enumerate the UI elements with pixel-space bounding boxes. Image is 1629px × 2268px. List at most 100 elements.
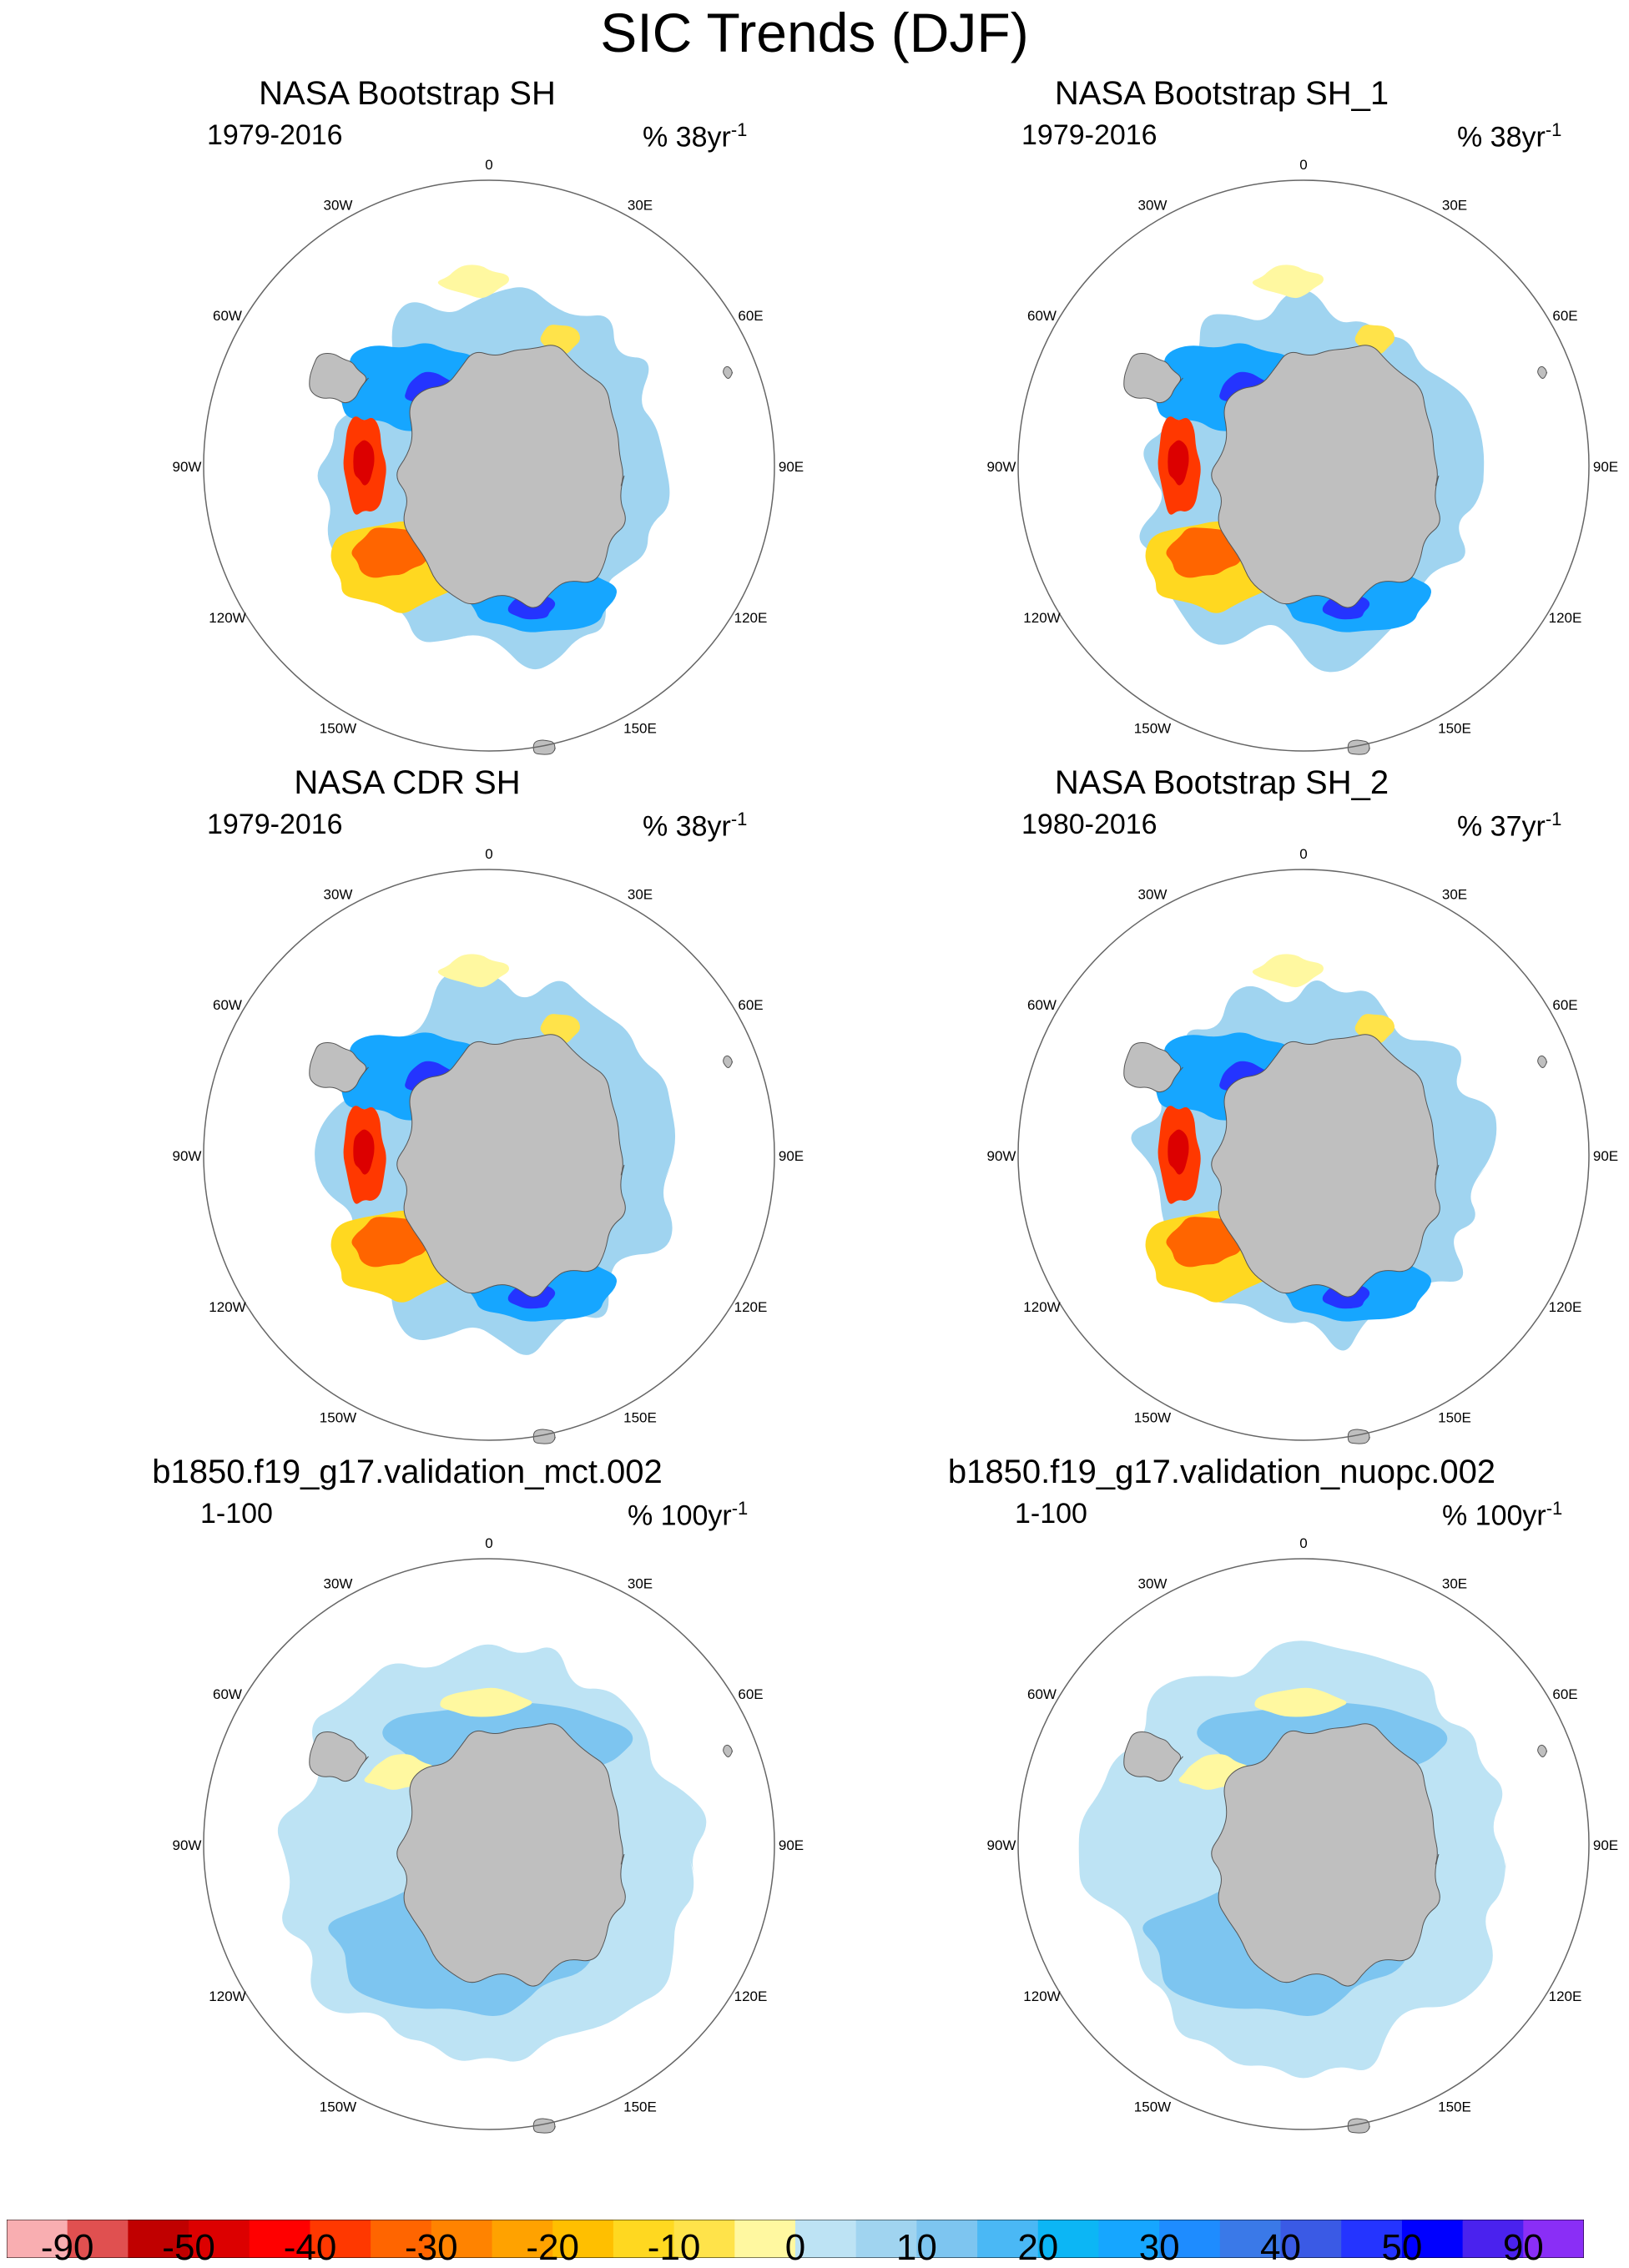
map-panel: 030E60E90E120E150E180150W120W90W60W30WNA… bbox=[814, 68, 1629, 758]
longitude-label: 60E bbox=[1552, 1686, 1577, 1702]
longitude-label: 150W bbox=[1134, 1410, 1171, 1426]
longitude-label: 150W bbox=[320, 721, 356, 737]
time-period: 1979-2016 bbox=[207, 119, 343, 151]
colorbar-swatch bbox=[7, 2220, 68, 2258]
longitude-label: 120E bbox=[734, 1988, 768, 2004]
colorbar-swatch bbox=[1401, 2220, 1464, 2258]
colorbar-swatch bbox=[1280, 2220, 1342, 2258]
longitude-label: 30E bbox=[1442, 1576, 1467, 1592]
time-period: 1980-2016 bbox=[1021, 809, 1157, 840]
longitude-label: 120W bbox=[209, 1299, 245, 1315]
colorbar-label: 30 bbox=[1138, 2227, 1180, 2268]
colorbar-swatch bbox=[492, 2220, 553, 2258]
colorbar-swatch bbox=[310, 2220, 371, 2258]
colorbar-swatch bbox=[1341, 2220, 1403, 2258]
colorbar-label: 0 bbox=[784, 2227, 806, 2268]
colorbar-swatch bbox=[189, 2220, 250, 2258]
panel-title: b1850.f19_g17.validation_nuopc.002 bbox=[947, 1454, 1496, 1490]
trend-units: % 100yr-1 bbox=[628, 1498, 749, 1532]
colorbar-swatch bbox=[613, 2220, 675, 2258]
longitude-label: 60W bbox=[1027, 997, 1057, 1013]
colorbar-swatch bbox=[552, 2220, 614, 2258]
longitude-label: 0 bbox=[485, 1535, 492, 1551]
time-period: 1-100 bbox=[200, 1498, 273, 1530]
polar-map: 030E60E90E120E150E180150W120W90W60W30W bbox=[987, 1535, 1618, 2134]
longitude-label: 120W bbox=[209, 610, 245, 626]
longitude-label: 120W bbox=[1023, 610, 1060, 626]
time-period: 1979-2016 bbox=[1021, 119, 1157, 151]
polar-map: 030E60E90E120E150E180150W120W90W60W30W bbox=[173, 1535, 804, 2134]
trend-units: % 38yr-1 bbox=[643, 119, 748, 154]
longitude-label: 30W bbox=[1138, 1576, 1168, 1592]
panel-title: NASA CDR SH bbox=[294, 764, 521, 801]
longitude-label: 150E bbox=[1438, 721, 1471, 737]
longitude-label: 30E bbox=[628, 887, 653, 903]
colorbar-swatch bbox=[371, 2220, 432, 2258]
longitude-label: 120W bbox=[1023, 1299, 1060, 1315]
longitude-label: 30E bbox=[1442, 198, 1467, 214]
colorbar-swatch bbox=[795, 2220, 857, 2258]
colorbar-swatch bbox=[1462, 2220, 1524, 2258]
panel-title: NASA Bootstrap SH bbox=[259, 75, 556, 112]
longitude-label: 90W bbox=[987, 459, 1016, 475]
polar-map: 030E60E90E120E150E180150W120W90W60W30W bbox=[987, 846, 1618, 1444]
longitude-label: 60W bbox=[1027, 1686, 1057, 1702]
time-period: 1979-2016 bbox=[207, 809, 343, 840]
longitude-label: 150E bbox=[1438, 1410, 1471, 1426]
longitude-label: 60E bbox=[738, 997, 763, 1013]
colorbar-swatch bbox=[1523, 2220, 1584, 2258]
map-panel: 030E60E90E120E150E180150W120W90W60W30WNA… bbox=[814, 758, 1629, 1447]
antarctica-landmass bbox=[396, 345, 626, 608]
colorbar-swatch bbox=[916, 2220, 978, 2258]
trend-units: % 38yr-1 bbox=[1457, 119, 1562, 154]
colorbar-swatch bbox=[128, 2220, 189, 2258]
colorbar-label: -90 bbox=[40, 2227, 94, 2268]
map-boundary bbox=[203, 179, 775, 752]
longitude-label: 30W bbox=[1138, 198, 1168, 214]
longitude-label: 120E bbox=[1549, 610, 1582, 626]
antarctica-landmass bbox=[396, 1723, 626, 1987]
colorbar-swatch bbox=[855, 2220, 917, 2258]
polar-map: 030E60E90E120E150E180150W120W90W60W30W bbox=[173, 846, 804, 1444]
longitude-label: 30E bbox=[1442, 887, 1467, 903]
longitude-label: 60E bbox=[738, 308, 763, 324]
longitude-label: 0 bbox=[1299, 1535, 1307, 1551]
longitude-label: 90E bbox=[1593, 459, 1618, 475]
longitude-label: 120E bbox=[1549, 1299, 1582, 1315]
antarctica-landmass bbox=[396, 1034, 626, 1298]
longitude-label: 90W bbox=[173, 1148, 202, 1164]
longitude-label: 150W bbox=[1134, 2099, 1171, 2115]
longitude-label: 60E bbox=[1552, 997, 1577, 1013]
longitude-label: 120E bbox=[734, 610, 768, 626]
longitude-label: 120E bbox=[734, 1299, 768, 1315]
antarctica-landmass bbox=[1211, 1723, 1440, 1987]
longitude-label: 90W bbox=[173, 459, 202, 475]
longitude-label: 30E bbox=[628, 1576, 653, 1592]
colorbar-swatch bbox=[249, 2220, 310, 2258]
colorbar-label: 90 bbox=[1502, 2227, 1544, 2268]
colorbar-swatch bbox=[67, 2220, 129, 2258]
colorbar-label: -10 bbox=[647, 2227, 701, 2268]
longitude-label: 150E bbox=[623, 1410, 657, 1426]
map-panel: 030E60E90E120E150E180150W120W90W60W30WNA… bbox=[0, 758, 814, 1447]
longitude-label: 30E bbox=[628, 198, 653, 214]
longitude-label: 90E bbox=[1593, 1148, 1618, 1164]
colorbar-swatch bbox=[673, 2220, 735, 2258]
longitude-label: 0 bbox=[485, 157, 492, 173]
longitude-label: 150W bbox=[1134, 721, 1171, 737]
colorbar-swatch bbox=[1159, 2220, 1221, 2258]
longitude-label: 0 bbox=[485, 846, 492, 862]
antarctica-landmass bbox=[1211, 1034, 1440, 1298]
longitude-label: 30W bbox=[324, 887, 353, 903]
map-boundary bbox=[1017, 869, 1590, 1441]
longitude-label: 150W bbox=[320, 2099, 356, 2115]
longitude-label: 60E bbox=[738, 1686, 763, 1702]
longitude-label: 90E bbox=[779, 459, 804, 475]
longitude-label: 150W bbox=[320, 1410, 356, 1426]
longitude-label: 90E bbox=[779, 1148, 804, 1164]
colorbar-swatch bbox=[734, 2220, 796, 2258]
colorbar-label: -30 bbox=[405, 2227, 458, 2268]
colorbar-swatch bbox=[431, 2220, 493, 2258]
map-boundary bbox=[203, 869, 775, 1441]
longitude-label: 0 bbox=[1299, 157, 1307, 173]
